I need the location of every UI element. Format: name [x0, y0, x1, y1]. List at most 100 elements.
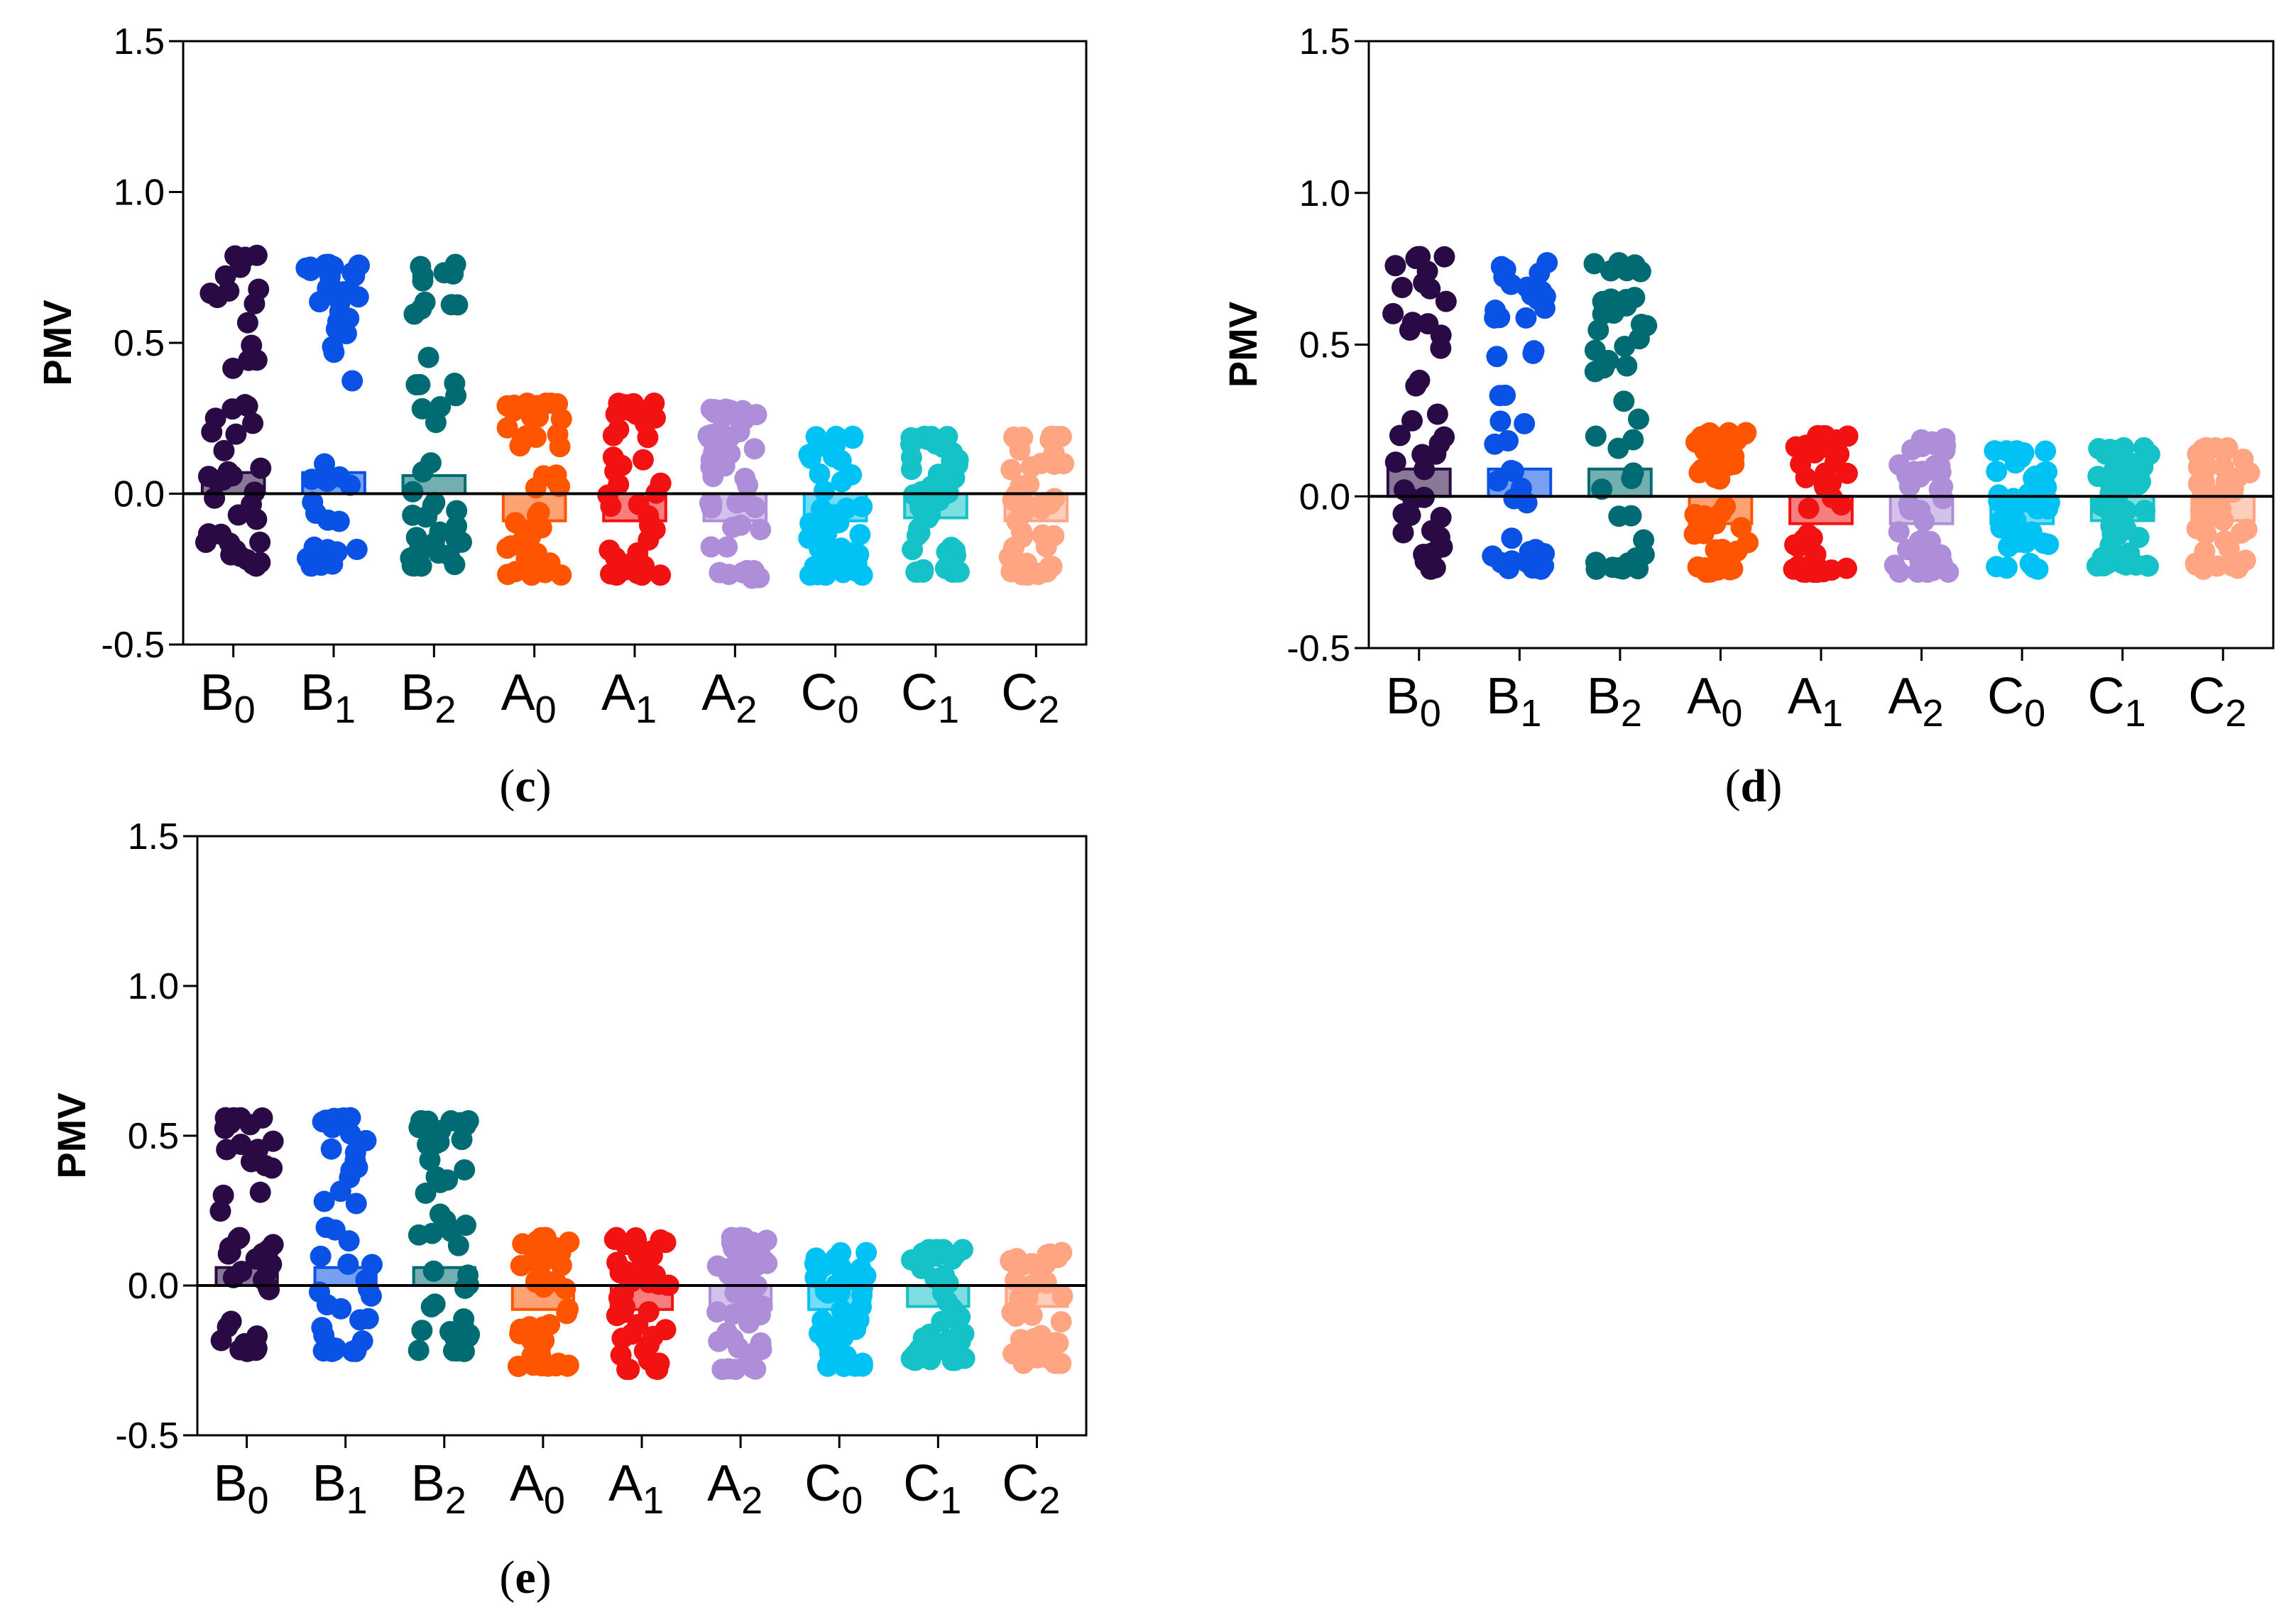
data-point-B1	[314, 453, 336, 475]
data-point-A0	[550, 1241, 572, 1264]
data-point-B2	[411, 1320, 433, 1342]
data-point-B0	[236, 312, 258, 334]
data-point-B2	[1585, 425, 1607, 447]
data-point-B2	[410, 298, 432, 320]
data-point-B2	[1591, 478, 1613, 500]
data-point-B1	[1500, 459, 1522, 481]
data-point-A2	[716, 536, 738, 558]
data-point-A2	[732, 400, 754, 422]
y-tick-label: 1.5	[114, 21, 165, 62]
data-point-A1	[633, 1340, 655, 1362]
data-point-B2	[411, 398, 433, 420]
data-point-B2	[429, 521, 451, 543]
data-point-B0	[234, 1332, 256, 1354]
data-point-A1	[1790, 453, 1812, 475]
data-point-A1	[608, 473, 630, 495]
data-point-C2	[2207, 555, 2229, 577]
data-point-B2	[445, 385, 467, 407]
data-point-B1	[329, 466, 351, 488]
x-tick-label-B0: B0	[1386, 668, 1441, 735]
data-point-B1	[1515, 307, 1537, 329]
data-point-A0	[507, 1355, 529, 1377]
data-point-B0	[230, 1134, 252, 1156]
data-point-A0	[547, 1352, 569, 1374]
data-point-B0	[1384, 451, 1406, 473]
data-point-C2	[2230, 522, 2252, 544]
data-point-C1	[2088, 438, 2110, 460]
x-tick-label-C0: C0	[801, 664, 859, 731]
data-point-C1	[902, 539, 924, 561]
data-point-B0	[241, 493, 263, 515]
data-point-B2	[409, 537, 431, 559]
data-point-C1	[2134, 500, 2156, 522]
data-point-C0	[1988, 490, 2010, 512]
data-point-B0	[1430, 324, 1452, 346]
data-point-B2	[449, 1112, 471, 1134]
x-tick-label-A1: A1	[1788, 668, 1843, 735]
data-point-B2	[425, 412, 447, 434]
data-point-C0	[850, 1258, 872, 1280]
data-point-A2	[706, 1255, 728, 1277]
data-point-B2	[447, 294, 469, 316]
data-point-B1	[300, 545, 322, 567]
x-tick-label-C0: C0	[804, 1455, 863, 1522]
data-point-C2	[1012, 564, 1034, 586]
data-point-C0	[855, 1241, 878, 1264]
data-point-B2	[453, 1308, 475, 1330]
data-point-C0	[824, 434, 846, 456]
y-tick-label: -0.5	[101, 625, 165, 666]
data-point-B2	[1627, 408, 1649, 430]
data-point-A2	[706, 424, 728, 446]
data-point-A2	[1902, 539, 1924, 561]
data-point-B2	[408, 1339, 430, 1361]
data-point-B1	[1489, 385, 1511, 407]
data-point-C1	[2093, 555, 2115, 577]
data-point-B0	[239, 1114, 261, 1136]
x-tick-label-C1: C1	[903, 1455, 961, 1522]
data-point-B1	[319, 275, 341, 297]
data-point-C1	[925, 1245, 947, 1267]
data-point-A0	[547, 423, 569, 445]
data-point-A2	[701, 492, 723, 514]
data-point-C0	[2023, 557, 2045, 579]
data-point-B2	[401, 554, 423, 576]
y-tick-label: 0.0	[114, 474, 165, 515]
data-point-A0	[546, 471, 568, 493]
data-point-B1	[325, 1337, 347, 1359]
data-point-C0	[851, 495, 873, 517]
data-point-C1	[931, 1310, 953, 1332]
data-point-C0	[851, 1352, 873, 1374]
data-point-B2	[1613, 390, 1635, 412]
data-point-B2	[424, 1293, 446, 1315]
x-tick-label-B2: B2	[411, 1455, 466, 1522]
data-point-A1	[650, 564, 672, 586]
data-point-C0	[816, 1355, 838, 1377]
data-point-A2	[750, 519, 772, 541]
data-point-C0	[817, 1282, 839, 1304]
data-point-C0	[851, 1278, 873, 1300]
y-axis-label: PMV	[35, 300, 80, 385]
data-point-A1	[1798, 498, 1820, 520]
data-point-C0	[850, 1296, 872, 1318]
data-point-A1	[611, 1283, 633, 1305]
data-point-C1	[919, 503, 941, 525]
data-point-A0	[515, 425, 537, 447]
x-tick-label-B1: B1	[300, 664, 356, 731]
data-point-C1	[953, 1323, 975, 1345]
data-point-A2	[1913, 510, 1935, 532]
data-point-A2	[1888, 561, 1910, 583]
y-tick-label: 0.5	[1299, 325, 1350, 366]
data-point-A2	[736, 490, 758, 512]
data-point-B0	[250, 457, 272, 479]
y-axis-label: PMV	[49, 1092, 94, 1178]
data-point-C2	[2185, 554, 2207, 576]
data-point-A1	[611, 454, 633, 476]
data-point-A2	[711, 1359, 733, 1381]
data-point-C0	[811, 1324, 833, 1346]
data-point-B2	[417, 346, 439, 368]
data-point-B1	[295, 257, 317, 279]
data-point-B0	[254, 1155, 276, 1177]
data-point-A1	[638, 514, 660, 536]
data-point-A1	[618, 1359, 640, 1381]
data-point-C1	[2113, 437, 2135, 459]
